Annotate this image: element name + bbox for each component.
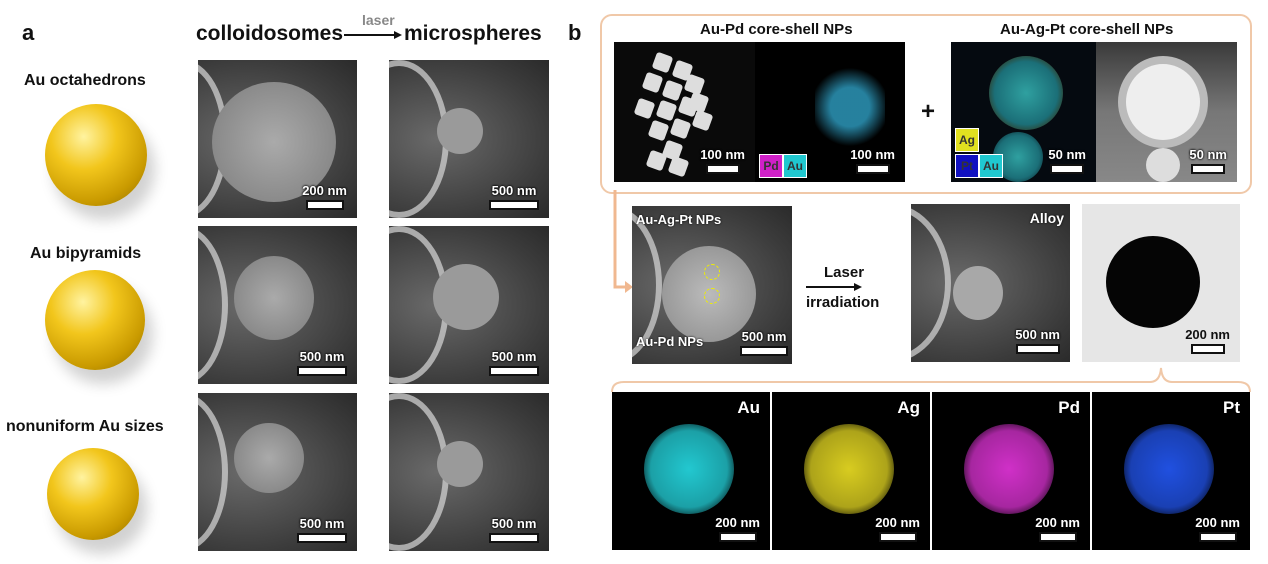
- tag-ag: Ag: [955, 128, 979, 152]
- plus-sign: +: [921, 98, 936, 125]
- scale-label: 500 nm: [299, 516, 345, 531]
- element-label: Ag: [897, 398, 920, 417]
- aupd-np-label: Au-Pd NPs: [636, 334, 704, 349]
- connector-arrow-icon: [613, 190, 633, 293]
- auagpt-eds-map: Ag Pt Au 50 nm: [951, 42, 1096, 182]
- microsphere-image: 500 nm: [389, 60, 549, 218]
- nanocube: [647, 119, 670, 142]
- panel-a-letter: a: [22, 20, 35, 45]
- element-label: Au: [737, 398, 760, 417]
- scale-label: 200 nm: [1185, 327, 1230, 342]
- scale-label: 500 nm: [1015, 327, 1060, 342]
- element-label: Pt: [1223, 398, 1240, 417]
- scale-label: 100 nm: [700, 147, 745, 162]
- row-label: nonuniform Au sizes: [6, 418, 164, 435]
- aupd-eds-map: Pd Au 100 nm: [755, 42, 905, 182]
- arrow-icon: [344, 31, 402, 39]
- microsphere-image: 500 nm: [389, 226, 549, 384]
- auagpt-np-label: Au-Ag-Pt NPs: [636, 212, 722, 227]
- scale-label: 50 nm: [1048, 147, 1086, 162]
- nanocube: [651, 51, 674, 74]
- tag-pt: Pt: [955, 154, 979, 178]
- element-label: Pd: [1058, 398, 1080, 417]
- auagpt-haadf-image: 50 nm: [1096, 42, 1237, 182]
- nanocube: [633, 97, 656, 120]
- scale-label: 200 nm: [1195, 515, 1240, 530]
- scale-label: 500 nm: [491, 349, 537, 364]
- scale-label: 500 nm: [491, 183, 537, 198]
- process-arrow-icon: [806, 283, 862, 291]
- mixed-colloidosome-image: Au-Ag-Pt NPs Au-Pd NPs 500 nm: [632, 206, 792, 364]
- alloy-tem-image: 200 nm: [1082, 204, 1240, 362]
- nanoparticle-model-image: [47, 448, 139, 540]
- alloy-label: Alloy: [1029, 210, 1064, 226]
- scale-label: 500 nm: [741, 329, 787, 344]
- scale-label: 500 nm: [299, 349, 345, 364]
- colloidosome-image: 500 nm: [198, 226, 357, 384]
- eds-map-pd: Pd 200 nm: [932, 392, 1090, 550]
- nanoparticle-model-image: [45, 104, 147, 206]
- scale-label: 200 nm: [715, 515, 760, 530]
- alloy-sem-image: Alloy 500 nm: [911, 204, 1070, 362]
- colloidosome-image: 200 nm: [198, 60, 357, 218]
- eds-map-au: Au 200 nm: [612, 392, 770, 550]
- auagpt-title: Au-Ag-Pt core-shell NPs: [1000, 21, 1174, 38]
- tag-pd: Pd: [759, 154, 783, 178]
- aupd-title: Au-Pd core-shell NPs: [700, 21, 853, 38]
- core-shell-frame: [600, 14, 1252, 194]
- scale-label: 50 nm: [1189, 147, 1227, 162]
- tag-au: Au: [783, 154, 807, 178]
- eds-map-pt: Pt 200 nm: [1092, 392, 1250, 550]
- nanoparticle-model-image: [45, 270, 145, 370]
- nanocube: [641, 71, 664, 94]
- bracket: [611, 367, 1251, 393]
- row-label: Au octahedrons: [24, 72, 146, 89]
- scale-label: 500 nm: [491, 516, 537, 531]
- process-label-irradiation: irradiation: [806, 294, 880, 311]
- scale-label: 100 nm: [850, 147, 895, 162]
- colloidosome-image: 500 nm: [198, 393, 357, 551]
- laser-label: laser: [362, 12, 395, 28]
- scale-label: 200 nm: [875, 515, 920, 530]
- microsphere-image: 500 nm: [389, 393, 549, 551]
- scale-label: 200 nm: [1035, 515, 1080, 530]
- tag-au: Au: [979, 154, 1003, 178]
- nanocube: [669, 117, 692, 140]
- column-header-microspheres: microspheres: [404, 22, 542, 45]
- nanocube: [661, 79, 684, 102]
- column-header-colloidosomes: colloidosomes: [196, 22, 344, 45]
- panel-b-letter: b: [568, 20, 582, 45]
- aupd-tem-image: 100 nm: [614, 42, 755, 182]
- scale-label: 200 nm: [302, 183, 347, 198]
- process-label-laser: Laser: [824, 264, 865, 281]
- row-label: Au bipyramids: [30, 245, 142, 262]
- eds-map-ag: Ag 200 nm: [772, 392, 930, 550]
